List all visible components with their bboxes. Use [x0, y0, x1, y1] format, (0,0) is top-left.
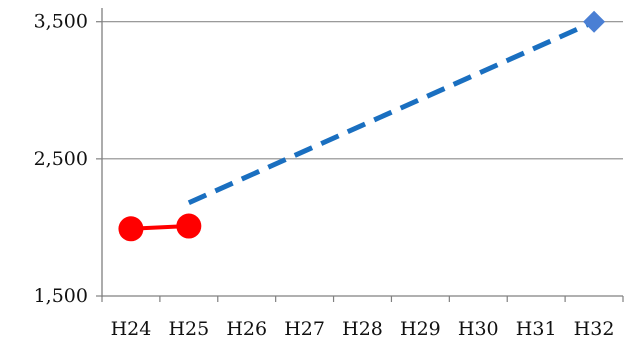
series-0-point-1 — [176, 213, 202, 239]
x-tick-label: H28 — [342, 318, 383, 340]
tick-labels: 1,500 2,500 3,500 H24 H25 H26 H27 H28 H29 H30 H31 H… — [34, 11, 615, 340]
y-tick-label: 2,500 — [34, 148, 88, 170]
x-tick-label: H31 — [516, 318, 557, 340]
x-tick-label: H24 — [111, 318, 152, 340]
x-tick-label: H30 — [458, 318, 499, 340]
tick-marks — [96, 21, 624, 302]
series-2-point-0 — [583, 10, 606, 33]
x-tick-label: H29 — [400, 318, 441, 340]
x-tick-label: H26 — [226, 318, 267, 340]
y-tick-label: 3,500 — [34, 11, 88, 33]
series-0-point-0 — [118, 216, 144, 242]
x-tick-label: H25 — [168, 318, 209, 340]
gridlines — [102, 21, 623, 160]
x-tick-label: H27 — [284, 318, 325, 340]
x-tick-label: H32 — [574, 318, 615, 340]
y-tick-label: 1,500 — [34, 285, 88, 307]
series-1-line — [187, 19, 596, 206]
axes — [101, 8, 623, 297]
series-group — [118, 10, 606, 242]
